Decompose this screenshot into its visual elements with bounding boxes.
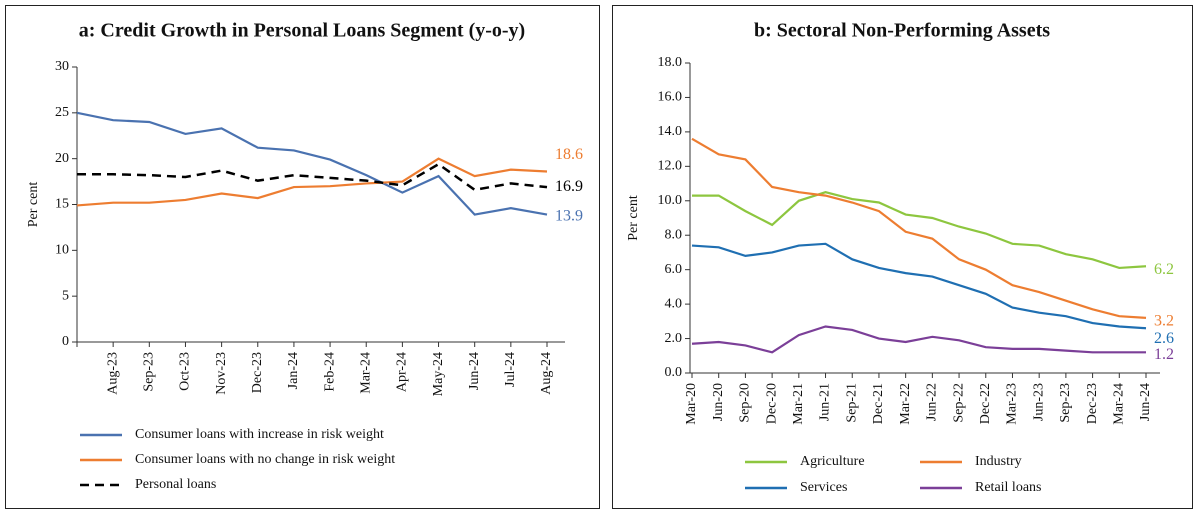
y-tick-label: 4.0 [665,296,683,311]
y-tick-label: 5 [62,288,69,303]
x-tick-label: Jun-24 [1138,383,1153,421]
y-tick-label: 10.0 [658,193,683,208]
x-tick-label: May-24 [431,352,446,396]
y-tick-label: 10 [55,243,69,258]
legend-label: Personal loans [135,477,216,492]
end-value-label: 6.2 [1154,261,1174,278]
x-tick-label: Mar-23 [1005,383,1020,425]
y-tick-label: 8.0 [665,227,683,242]
end-value-label: 2.6 [1154,330,1174,347]
y-tick-label: 16.0 [658,90,683,105]
y-axis-label: Per cent [26,182,41,228]
panel-frame [5,5,600,509]
legend-label: Agriculture [800,454,865,469]
y-tick-label: 30 [55,59,69,74]
x-tick-label: Jul-24 [503,352,518,387]
x-tick-label: Mar-21 [791,383,806,425]
series-line [76,111,548,216]
x-tick-label: Jun-22 [925,383,940,421]
end-value-label: 1.2 [1154,346,1174,363]
x-tick-label: Dec-22 [978,383,993,424]
y-tick-label: 12.0 [658,159,683,174]
y-tick-label: 0 [62,334,69,349]
series-line [692,191,1147,270]
end-value-label: 13.9 [555,207,583,224]
x-tick-label: Oct-23 [178,352,193,391]
x-tick-label: Dec-23 [250,352,265,393]
chart-title: b: Sectoral Non-Performing Assets [754,20,1050,42]
y-tick-label: 25 [55,105,69,120]
x-tick-label: Sep-21 [844,383,859,423]
y-tick-label: 0.0 [665,365,683,380]
legend-label: Consumer loans with increase in risk wei… [135,427,384,442]
y-tick-label: 14.0 [658,124,683,139]
end-value-label: 18.6 [555,146,583,163]
x-tick-label: Dec-23 [1085,383,1100,424]
y-tick-label: 6.0 [665,262,683,277]
end-value-label: 16.9 [555,178,583,195]
y-axis-label: Per cent [626,195,641,241]
x-tick-label: Nov-23 [214,352,229,395]
series-line [691,242,1147,330]
x-tick-label: Dec-20 [764,383,779,424]
chart-title: a: Credit Growth in Personal Loans Segme… [79,20,525,42]
series-line [691,137,1147,319]
x-tick-label: Mar-24 [358,352,373,394]
x-tick-label: Jun-23 [1031,383,1046,421]
x-tick-label: Sep-22 [951,383,966,423]
x-tick-label: Aug-23 [105,352,120,395]
y-tick-label: 15 [55,197,69,212]
x-tick-label: Sep-23 [1058,383,1073,423]
panel-frame [612,5,1193,509]
x-tick-label: Feb-24 [322,352,337,392]
end-value-label: 3.2 [1154,313,1174,330]
x-tick-label: Jun-21 [818,383,833,421]
legend-label: Retail loans [975,480,1042,495]
x-tick-label: Mar-20 [684,383,699,425]
x-tick-label: Jun-20 [711,383,726,421]
x-tick-label: Mar-24 [1112,383,1127,425]
x-tick-label: Jan-24 [286,352,301,389]
legend-label: Industry [975,454,1022,469]
legend-label: Consumer loans with no change in risk we… [135,452,395,467]
x-tick-label: Sep-23 [142,352,157,392]
x-tick-label: Jun-24 [467,352,482,390]
series-line [76,157,548,207]
x-tick-label: Sep-20 [738,383,753,423]
y-tick-label: 18.0 [658,55,683,70]
x-tick-label: Dec-21 [871,383,886,424]
x-tick-label: Apr-24 [395,352,410,392]
series-line [691,325,1146,354]
legend-label: Services [800,480,847,495]
series-line [77,162,548,192]
y-tick-label: 2.0 [665,331,683,346]
x-tick-label: Aug-24 [539,352,554,395]
y-tick-label: 20 [55,151,69,166]
x-tick-label: Mar-22 [898,383,913,425]
